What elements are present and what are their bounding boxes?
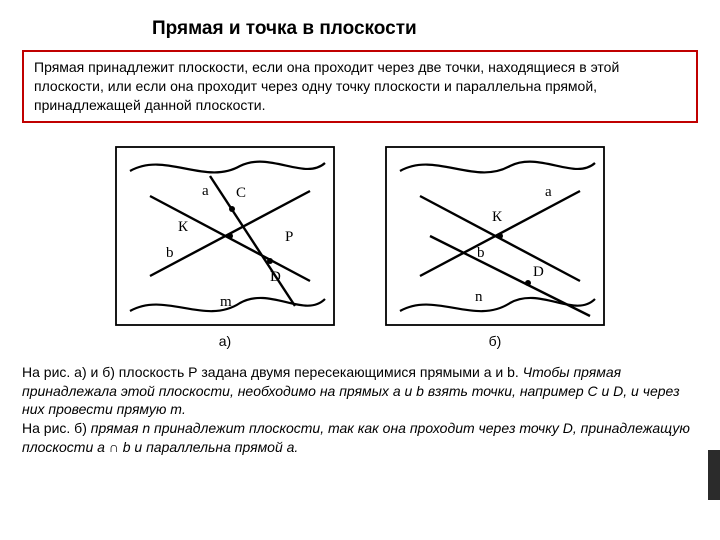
explanation: На рис. а) и б) плоскость Р задана двумя… [22,363,698,457]
explain-line2-em: прямая n принадлежит плоскости, так как … [22,420,690,455]
label-n: n [475,289,483,305]
diagram-b: a К b D n б) [380,141,610,349]
caption-b: б) [380,333,610,349]
label-a: a [202,183,209,199]
caption-a: а) [110,333,340,349]
rule-box: Прямая принадлежит плоскости, если она п… [22,50,698,123]
edge-decoration [708,450,720,500]
label-D: D [270,269,281,285]
label-b: b [166,245,174,261]
diagram-a: a С К b Р D m а) [110,141,340,349]
label-a2: a [545,184,552,200]
label-D2: D [533,264,544,280]
page-title: Прямая и точка в плоскости [22,18,698,40]
explain-line2: На рис. б) [22,420,91,436]
label-P: Р [285,229,293,245]
label-K2: К [492,209,503,225]
diagrams-row: a С К b Р D m а) a К b [22,141,698,349]
label-b2: b [477,245,485,261]
label-m: m [220,294,232,310]
label-K: К [178,219,189,235]
label-C: С [236,185,246,201]
explain-line1: На рис. а) и б) плоскость Р задана двумя… [22,364,523,380]
